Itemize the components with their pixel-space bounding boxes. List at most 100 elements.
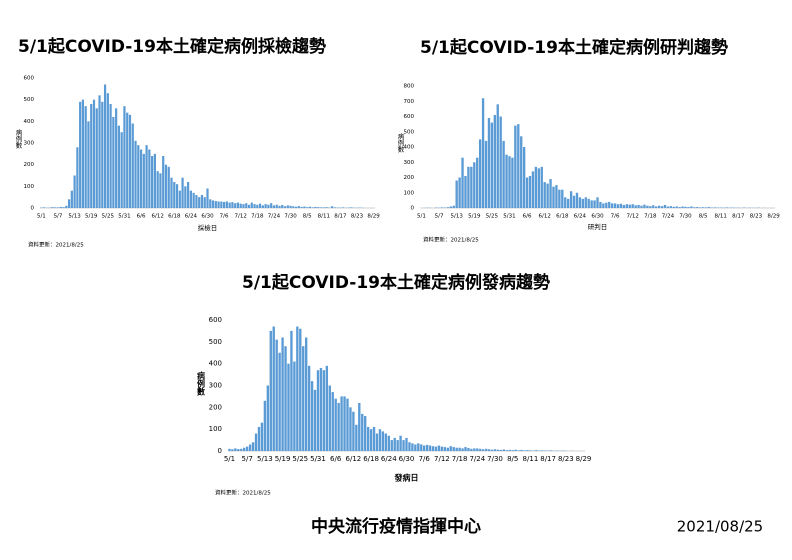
bar (599, 201, 602, 208)
bar (657, 205, 661, 208)
x-tick-label: 8/23 (351, 214, 364, 220)
bar (330, 206, 334, 208)
bar (120, 132, 123, 208)
bar (596, 197, 599, 208)
bar (455, 447, 458, 451)
bar (303, 206, 306, 208)
bar (173, 182, 176, 208)
bar (369, 429, 373, 451)
bar (361, 413, 364, 451)
bar (236, 202, 240, 208)
bar (257, 426, 261, 451)
bar (543, 182, 546, 208)
bar (696, 207, 699, 208)
bar (452, 447, 455, 451)
bar (220, 201, 223, 208)
bar (305, 337, 308, 451)
x-tick-label: 8/11 (715, 214, 727, 220)
bar (572, 195, 576, 208)
bar (331, 392, 334, 451)
bar (319, 207, 323, 208)
bar (302, 346, 305, 451)
bar (414, 444, 417, 451)
bar (440, 207, 444, 208)
x-tick-label: 5/19 (275, 455, 291, 463)
bar (167, 166, 170, 208)
bar (555, 185, 558, 208)
bar (493, 114, 496, 208)
x-tick-label: 6/30 (201, 214, 214, 220)
y-axis-title: 病例數 (14, 128, 22, 150)
x-tick-label: 8/23 (558, 455, 574, 463)
bar (399, 435, 402, 451)
bar (484, 140, 488, 208)
bar (378, 429, 382, 451)
x-axis-title: 採檢日 (198, 223, 218, 232)
bar (200, 195, 204, 208)
bar (525, 177, 529, 208)
bar (387, 435, 390, 451)
bar (284, 346, 287, 451)
bar (109, 104, 112, 208)
bar (292, 206, 295, 208)
bar (70, 190, 73, 208)
bar (278, 352, 281, 451)
footer-date: 2021/08/25 (677, 518, 763, 536)
bar (425, 444, 429, 451)
bar (178, 190, 181, 208)
bar (675, 206, 678, 208)
bar (322, 207, 325, 208)
bar (334, 398, 337, 451)
bar (350, 207, 353, 208)
bar (420, 444, 423, 451)
bar (669, 206, 673, 208)
x-tick-label: 6/30 (591, 214, 604, 220)
bar (482, 449, 485, 451)
bar (479, 448, 482, 451)
bar (434, 446, 438, 451)
bar (293, 361, 296, 451)
bar (690, 206, 693, 208)
bar (106, 93, 109, 208)
bar (231, 202, 234, 208)
y-tick-label: 500 (24, 97, 35, 103)
bar (319, 368, 323, 451)
x-tick-label: 6/24 (574, 214, 587, 220)
y-tick-label: 500 (209, 338, 222, 346)
y-tick-label: 400 (24, 119, 35, 125)
bar (103, 84, 107, 208)
bar (461, 157, 464, 208)
bar (278, 205, 281, 208)
bar (65, 205, 68, 208)
bar (358, 402, 361, 451)
bar (275, 339, 278, 451)
bar (473, 448, 476, 451)
bar (187, 182, 190, 208)
bar (243, 447, 246, 451)
bar (514, 449, 517, 451)
bar (51, 207, 54, 208)
bar (660, 206, 664, 208)
bar (260, 422, 264, 451)
bar (663, 204, 667, 208)
bar (649, 206, 652, 208)
x-tick-label: 5/7 (242, 455, 253, 463)
x-tick-label: 7/24 (469, 455, 485, 463)
bar (537, 168, 540, 208)
bar (449, 446, 452, 451)
bar (511, 450, 514, 451)
bar (81, 99, 85, 208)
bar (209, 199, 212, 208)
bar (192, 192, 195, 208)
x-tick-label: 8/29 (767, 214, 780, 220)
bar (175, 184, 179, 208)
bar (452, 205, 455, 208)
bar (384, 433, 388, 451)
bar (467, 166, 470, 208)
y-tick-label: 100 (209, 425, 222, 433)
bar (541, 450, 544, 451)
y-axis-title: 病例數 (197, 371, 206, 397)
bar (76, 147, 79, 208)
bar (297, 206, 300, 208)
bar (247, 204, 251, 208)
